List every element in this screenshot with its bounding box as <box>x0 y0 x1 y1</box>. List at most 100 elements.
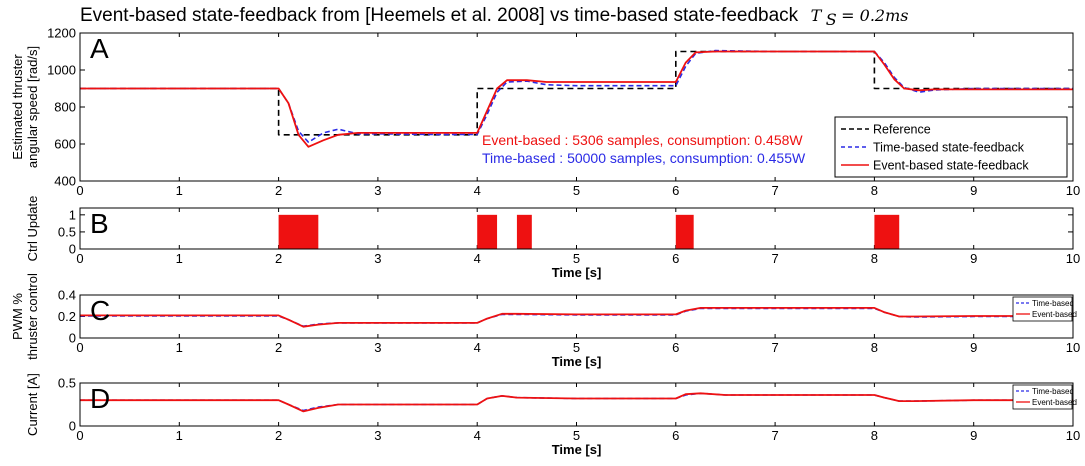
x-tick-label: 6 <box>672 251 679 266</box>
y-tick-label: 1000 <box>47 63 76 78</box>
x-tick-label: 5 <box>573 183 580 198</box>
panel-letter: A <box>90 33 109 64</box>
x-tick-label: 9 <box>970 428 977 443</box>
x-tick-label: 5 <box>573 340 580 355</box>
panel-letter: B <box>90 208 109 239</box>
title-math-subscript: S <box>826 10 837 29</box>
x-tick-label: 7 <box>771 428 778 443</box>
y-tick-label: 1 <box>69 207 76 222</box>
y-tick-label: 400 <box>54 174 76 189</box>
legend-entry: Event-based state-feedback <box>873 159 1029 173</box>
x-tick-label: 2 <box>275 340 282 355</box>
x-tick-label: 2 <box>275 183 282 198</box>
series-event-based <box>80 306 1073 328</box>
figure-title: Event-based state-feedback from [Heemels… <box>80 5 908 29</box>
plot-area <box>80 208 1073 249</box>
plot-frame <box>79 32 1074 182</box>
x-tick-label: 0 <box>76 428 83 443</box>
ctrl-update-bar <box>477 214 498 249</box>
x-tick-label: 10 <box>1066 340 1080 355</box>
y-tick-label: 0 <box>69 242 76 257</box>
x-tick-label: 10 <box>1066 251 1080 266</box>
x-tick-label: 10 <box>1066 428 1080 443</box>
y-tick-label: 0.4 <box>58 288 76 303</box>
y-axis-label: Current [A] <box>25 373 40 436</box>
plot-data <box>80 306 1073 328</box>
ctrl-update-bar <box>675 214 694 249</box>
x-tick-label: 4 <box>474 340 481 355</box>
x-tick-label: 8 <box>871 340 878 355</box>
x-tick-label: 7 <box>771 340 778 355</box>
y-tick-label: 600 <box>54 137 76 152</box>
ctrl-update-bar <box>516 214 532 249</box>
series-event-based-state-feedback <box>80 50 1073 148</box>
series-time-based-state-feedback <box>80 49 1073 143</box>
y-tick-label: 0 <box>69 331 76 346</box>
x-tick-label: 3 <box>374 340 381 355</box>
x-tick-label: 6 <box>672 340 679 355</box>
y-tick-label: 0.2 <box>58 309 76 324</box>
x-tick-label: 6 <box>672 428 679 443</box>
x-tick-label: 4 <box>474 428 481 443</box>
ctrl-update-bar <box>874 214 900 249</box>
legend-entry: Time-based <box>1032 299 1074 308</box>
x-tick-label: 0 <box>76 340 83 355</box>
plot-data <box>80 49 1073 148</box>
x-tick-label: 1 <box>176 251 183 266</box>
x-axis-label: Time [s] <box>552 442 602 457</box>
x-tick-label: 3 <box>374 183 381 198</box>
x-tick-label: 8 <box>871 251 878 266</box>
panel-a: 0 1 2 3 4 5 6 7 8 9 10 400 600 800 1000 1200 A Estimated … <box>10 26 1080 199</box>
series-event-based <box>80 392 1073 413</box>
x-tick-label: 0 <box>76 183 83 198</box>
annotation-text: Time-based : 50000 samples, consumption:… <box>482 150 806 166</box>
annotation-text: Event-based : 5306 samples, consumption:… <box>482 132 803 148</box>
legend-entry: Event-based <box>1032 310 1077 319</box>
x-axis-label: Time [s] <box>552 265 602 280</box>
legend-box <box>1012 384 1073 410</box>
title-math-symbol: T <box>811 6 823 25</box>
y-tick-label: 800 <box>54 100 76 115</box>
x-tick-label: 6 <box>672 183 679 198</box>
x-tick-label: 7 <box>771 183 778 198</box>
y-axis-label: Ctrl Update <box>25 196 40 262</box>
plot-area <box>80 383 1073 426</box>
x-tick-label: 1 <box>176 183 183 198</box>
x-tick-label: 4 <box>474 251 481 266</box>
x-tick-label: 9 <box>970 251 977 266</box>
legend-entry: Event-based <box>1032 398 1077 407</box>
plot-frame <box>79 294 1074 339</box>
x-tick-label: 3 <box>374 428 381 443</box>
legend-entry: Time-based state-feedback <box>873 141 1025 155</box>
panel-c: 0 1 2 3 4 5 6 7 8 9 10 0 0.2 0.4 C PWM % thruster contro… <box>10 273 1080 369</box>
title-math-rest: = 0.2ms <box>841 6 908 25</box>
y-tick-label: 1200 <box>47 26 76 41</box>
legend-entry: Time-based <box>1032 387 1074 396</box>
x-tick-label: 9 <box>970 340 977 355</box>
y-tick-label: 0.5 <box>58 224 76 239</box>
x-tick-label: 10 <box>1066 183 1080 198</box>
x-tick-label: 9 <box>970 183 977 198</box>
x-axis-label: Time [s] <box>552 354 602 369</box>
figure-title-text: Event-based state-feedback from [Heemels… <box>80 5 799 26</box>
x-tick-label: 1 <box>176 340 183 355</box>
y-axis-label: Estimated thruster <box>10 54 25 160</box>
panel-d: 0 1 2 3 4 5 6 7 8 9 10 0 0.5 D Current [A] Time [s] Time… <box>25 373 1080 457</box>
y-axis-label: angular speed [rad/s] <box>25 46 40 168</box>
panel-letter: C <box>90 295 110 326</box>
panel-letter: D <box>90 383 110 414</box>
y-tick-label: 0.5 <box>58 376 76 391</box>
x-tick-label: 8 <box>871 428 878 443</box>
x-tick-label: 2 <box>275 251 282 266</box>
plot-frame <box>79 382 1074 427</box>
x-tick-label: 5 <box>573 428 580 443</box>
ctrl-update-bar <box>278 214 319 249</box>
x-tick-label: 8 <box>871 183 878 198</box>
legend-box <box>834 116 1068 178</box>
plot-frame <box>79 207 1074 250</box>
x-tick-label: 1 <box>176 428 183 443</box>
y-axis-label: PWM % <box>10 293 25 340</box>
